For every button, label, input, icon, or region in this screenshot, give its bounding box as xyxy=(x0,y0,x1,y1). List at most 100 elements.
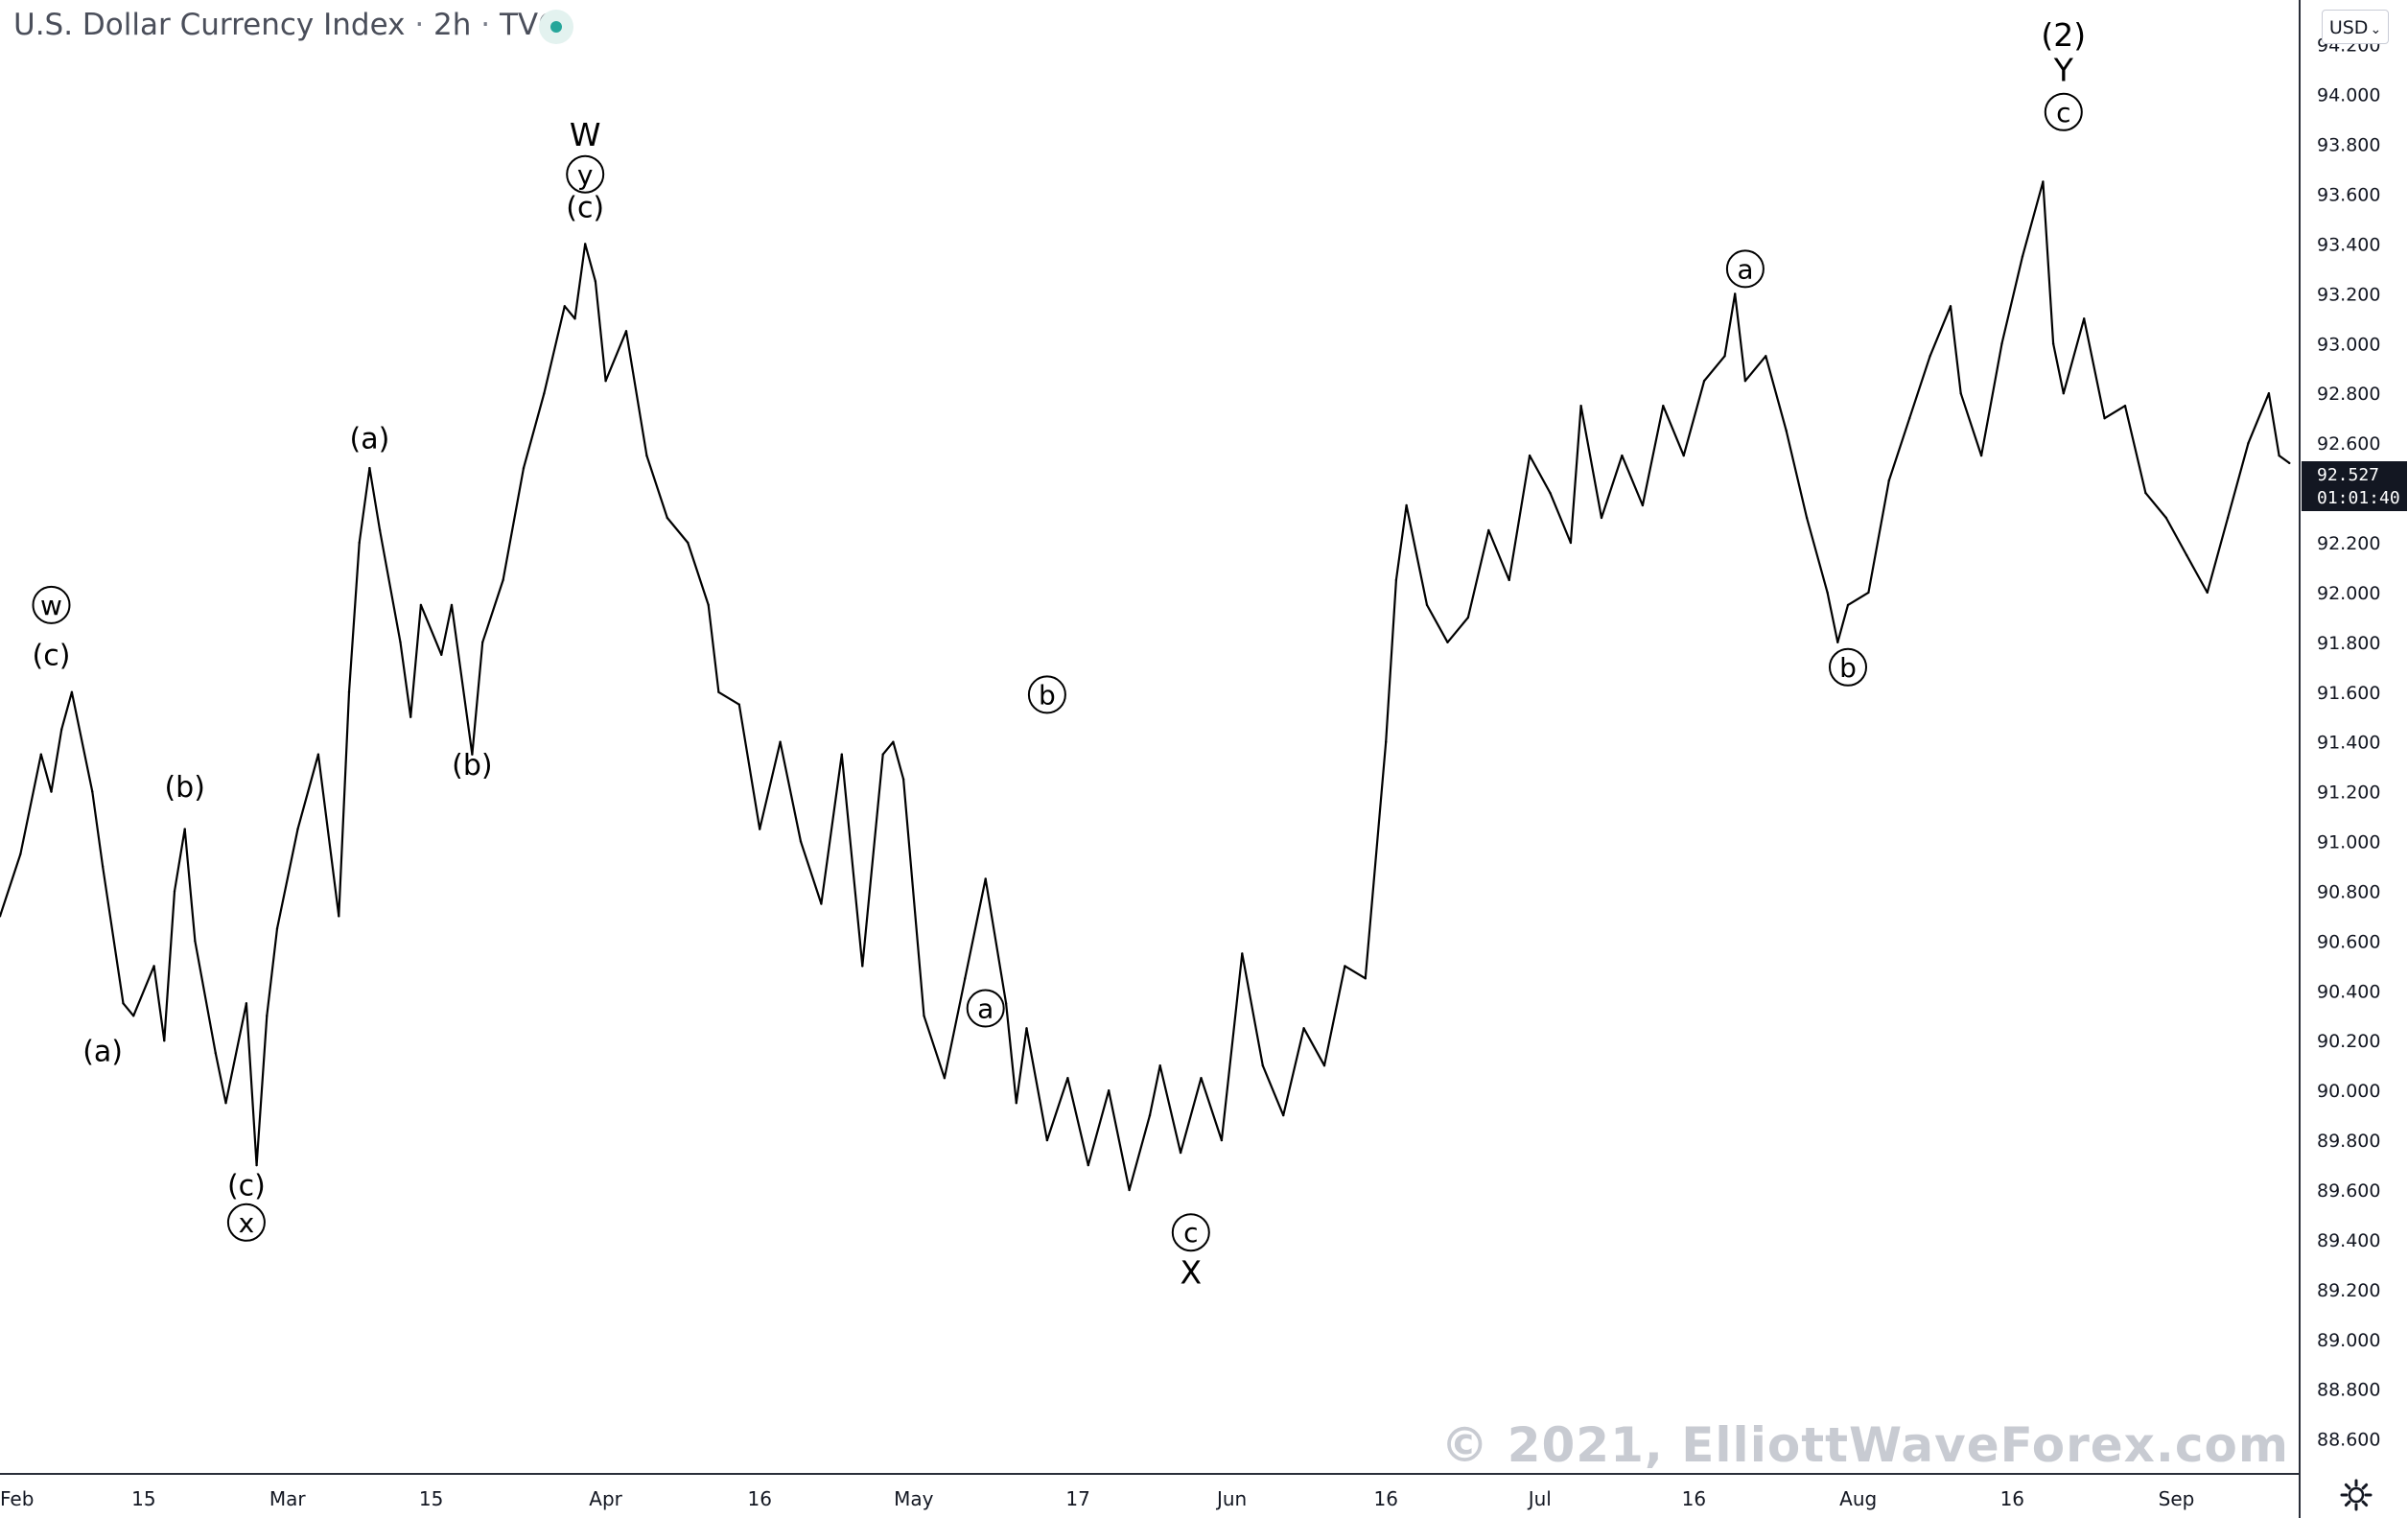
data-point xyxy=(399,641,402,643)
chart-header: U.S. Dollar Currency Index · 2h · TVC xyxy=(13,8,559,42)
data-point xyxy=(2226,516,2230,520)
x-tick-label: Aug xyxy=(1839,1487,1877,1510)
data-point xyxy=(573,317,576,320)
data-point xyxy=(1805,516,1809,520)
data-point xyxy=(840,753,843,756)
data-point xyxy=(984,877,987,880)
gear-icon[interactable] xyxy=(2340,1479,2373,1511)
y-tick-label: 89.400 xyxy=(2317,1230,2380,1251)
symbol-name[interactable]: U.S. Dollar Currency Index xyxy=(13,8,406,42)
data-point xyxy=(1405,503,1408,507)
wave-label: (a) xyxy=(82,1035,123,1068)
wave-label: c xyxy=(1183,1217,1198,1249)
data-point xyxy=(1641,503,1645,507)
wave-label-circle xyxy=(226,1203,266,1242)
data-point xyxy=(163,1039,166,1042)
data-point xyxy=(2247,441,2250,445)
y-tick-label: 90.200 xyxy=(2317,1031,2380,1052)
data-point xyxy=(1508,578,1510,582)
x-tick-label: 16 xyxy=(1373,1487,1397,1510)
data-point xyxy=(1682,454,1685,457)
y-tick-label: 89.200 xyxy=(2317,1280,2380,1301)
data-point xyxy=(2186,553,2188,557)
data-point xyxy=(91,790,94,793)
data-point xyxy=(1087,1163,1090,1167)
wave-label: (c) xyxy=(33,640,71,673)
data-point xyxy=(1364,977,1368,980)
y-tick-label: 93.800 xyxy=(2317,135,2380,156)
wave-label: (c) xyxy=(227,1170,266,1203)
data-point xyxy=(59,728,63,731)
data-point xyxy=(861,965,864,968)
data-point xyxy=(1579,405,1582,408)
interval-label[interactable]: 2h xyxy=(433,8,472,42)
y-tick-label: 88.800 xyxy=(2317,1380,2380,1401)
data-point xyxy=(347,690,351,693)
data-point xyxy=(1179,1151,1182,1155)
x-tick-label: Jul xyxy=(1527,1487,1552,1510)
data-point xyxy=(378,528,382,532)
y-tick-label: 90.000 xyxy=(2317,1081,2380,1102)
wave-label: w xyxy=(40,590,62,621)
data-point xyxy=(707,603,710,607)
wave-label-circle xyxy=(966,989,1005,1028)
data-point xyxy=(1466,616,1470,619)
data-point xyxy=(245,1002,248,1005)
wave-label: (b) xyxy=(164,771,204,805)
data-point xyxy=(338,915,340,918)
wave-label: W xyxy=(570,116,601,153)
x-tick-label: 17 xyxy=(1065,1487,1089,1510)
data-point xyxy=(1826,591,1829,595)
data-point xyxy=(1385,740,1388,743)
y-tick-label: 91.000 xyxy=(2317,832,2380,853)
data-point xyxy=(543,392,546,395)
data-point xyxy=(759,828,761,830)
data-point xyxy=(645,454,648,457)
x-tick-label: Sep xyxy=(2159,1487,2195,1510)
wave-label: X xyxy=(1180,1254,1202,1292)
price-axis[interactable]: 88.600 88.800 89.000 89.200 89.400 89.600 89.8… xyxy=(2317,35,2380,1451)
wave-label: (c) xyxy=(566,191,604,224)
wave-label: (b) xyxy=(452,749,492,782)
data-point xyxy=(0,915,2,918)
data-point xyxy=(1487,528,1490,532)
wave-label-circle xyxy=(1829,647,1867,687)
data-point xyxy=(624,330,628,333)
data-point xyxy=(1887,479,1891,482)
data-point xyxy=(419,603,423,607)
data-point xyxy=(173,890,176,893)
data-point xyxy=(481,641,484,643)
y-tick-label: 93.000 xyxy=(2317,334,2380,355)
y-tick-label: 93.200 xyxy=(2317,284,2380,305)
x-tick-label: May xyxy=(894,1487,934,1510)
wave-label: a xyxy=(1737,254,1753,286)
data-point xyxy=(522,466,526,470)
wave-label: b xyxy=(1839,652,1857,684)
y-tick-label: 90.400 xyxy=(2317,981,2380,1002)
y-tick-label: 90.800 xyxy=(2317,882,2380,903)
data-point xyxy=(502,578,504,582)
y-tick-label: 89.800 xyxy=(2317,1131,2380,1152)
time-axis[interactable]: Feb 15 Mar 15 Apr 16 May 17 Jun 16 Jul 16 Aug 16 Sep xyxy=(0,1487,2194,1510)
x-tick-label: Mar xyxy=(269,1487,307,1510)
data-point xyxy=(471,753,474,756)
x-tick-label: Jun xyxy=(1215,1487,1247,1510)
data-point xyxy=(1025,1027,1028,1030)
y-tick-label: 94.000 xyxy=(2317,85,2380,106)
data-point xyxy=(19,852,22,855)
data-point xyxy=(1148,1113,1152,1117)
data-point xyxy=(1600,516,1603,520)
data-point xyxy=(2051,342,2055,345)
y-tick-label: 92.200 xyxy=(2317,533,2380,554)
y-tick-label: 89.600 xyxy=(2317,1180,2380,1202)
y-tick-label: 91.600 xyxy=(2317,683,2380,704)
data-point xyxy=(1734,292,1737,295)
data-point xyxy=(194,940,197,943)
data-point xyxy=(214,1052,217,1055)
data-point xyxy=(881,753,884,756)
data-point xyxy=(1836,641,1839,643)
wave-label: (a) xyxy=(350,423,390,456)
separator: · xyxy=(480,8,491,42)
currency-select[interactable]: USD ⌄ xyxy=(2322,10,2389,44)
